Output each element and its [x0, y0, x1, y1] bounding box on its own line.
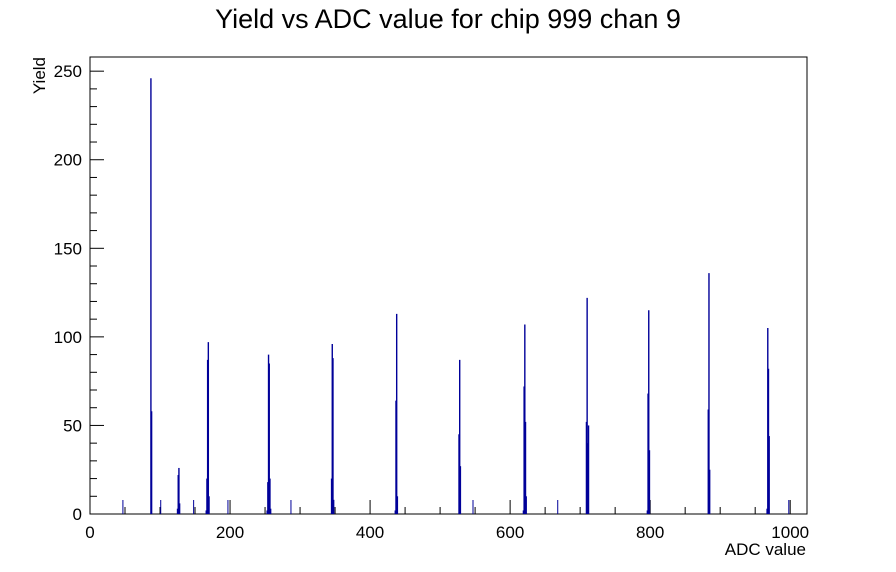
x-tick-label: 800 — [636, 523, 664, 542]
x-tick-label: 1000 — [771, 523, 809, 542]
x-tick-label: 0 — [85, 523, 94, 542]
x-tick-label: 400 — [356, 523, 384, 542]
histogram-bins — [122, 78, 790, 514]
y-axis-label: Yield — [30, 57, 49, 94]
x-tick-label: 600 — [496, 523, 524, 542]
y-tick-label: 50 — [63, 416, 82, 435]
axis-ticks: 0 200 400 600 800 1000 0 50 100 150 200 250 — [54, 62, 809, 542]
plot-frame — [89, 56, 808, 515]
y-tick-label: 0 — [73, 505, 82, 524]
x-axis-label: ADC value — [725, 540, 806, 559]
chart-title: Yield vs ADC value for chip 999 chan 9 — [215, 4, 681, 34]
y-tick-label: 250 — [54, 62, 82, 81]
y-tick-label: 200 — [54, 151, 82, 170]
x-tick-label: 200 — [216, 523, 244, 542]
y-tick-label: 100 — [54, 328, 82, 347]
y-tick-label: 150 — [54, 239, 82, 258]
